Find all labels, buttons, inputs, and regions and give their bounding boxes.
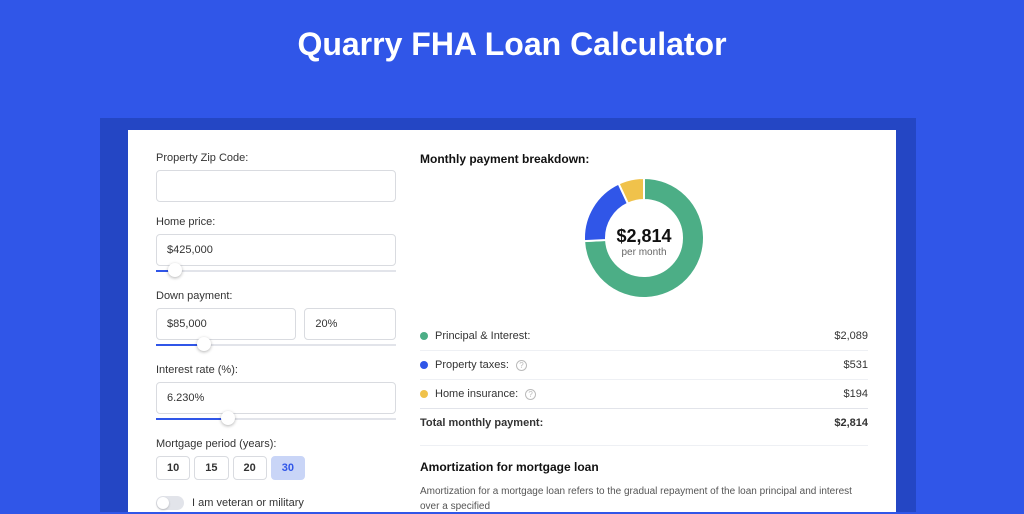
donut-sub: per month: [616, 247, 671, 258]
calculator-card: Property Zip Code: Home price: Down paym…: [128, 130, 896, 512]
period-label: Mortgage period (years):: [156, 438, 396, 450]
page-title: Quarry FHA Loan Calculator: [0, 0, 1024, 83]
home-price-input[interactable]: [156, 234, 396, 266]
down-payment-field: Down payment:: [156, 290, 396, 350]
period-option-10[interactable]: 10: [156, 456, 190, 480]
interest-label: Interest rate (%):: [156, 364, 396, 376]
interest-slider[interactable]: [156, 414, 396, 424]
down-payment-slider[interactable]: [156, 340, 396, 350]
legend-value: $2,089: [834, 330, 868, 342]
legend-label: Property taxes:: [435, 359, 509, 371]
donut-chart: $2,814 per month: [420, 178, 868, 306]
form-column: Property Zip Code: Home price: Down paym…: [156, 152, 396, 512]
veteran-toggle[interactable]: [156, 496, 184, 510]
veteran-label: I am veteran or military: [192, 497, 304, 509]
period-option-30[interactable]: 30: [271, 456, 305, 480]
veteran-row: I am veteran or military: [156, 496, 396, 510]
zip-field: Property Zip Code:: [156, 152, 396, 202]
amortization-text: Amortization for a mortgage loan refers …: [420, 484, 868, 514]
down-payment-pct-input[interactable]: [304, 308, 396, 340]
total-row: Total monthly payment: $2,814: [420, 408, 868, 437]
legend-label: Principal & Interest:: [435, 330, 530, 342]
interest-input[interactable]: [156, 382, 396, 414]
legend-value: $531: [844, 359, 868, 371]
legend-row: Principal & Interest: $2,089: [420, 322, 868, 350]
total-label: Total monthly payment:: [420, 417, 543, 429]
breakdown-column: Monthly payment breakdown: $2,814 per mo…: [420, 152, 868, 512]
down-payment-amount-input[interactable]: [156, 308, 296, 340]
total-value: $2,814: [834, 417, 868, 429]
period-option-20[interactable]: 20: [233, 456, 267, 480]
info-icon[interactable]: ?: [525, 389, 536, 400]
legend-label: Home insurance:: [435, 388, 518, 400]
interest-field: Interest rate (%):: [156, 364, 396, 424]
legend-dot: [420, 361, 428, 369]
period-field: Mortgage period (years): 10152030: [156, 438, 396, 480]
donut-center: $2,814 per month: [616, 226, 671, 258]
amortization-title: Amortization for mortgage loan: [420, 460, 868, 474]
legend-row: Property taxes:? $531: [420, 350, 868, 379]
amortization-section: Amortization for mortgage loan Amortizat…: [420, 445, 868, 514]
zip-input[interactable]: [156, 170, 396, 202]
info-icon[interactable]: ?: [516, 360, 527, 371]
donut-amount: $2,814: [616, 226, 671, 247]
legend-row: Home insurance:? $194: [420, 379, 868, 408]
legend-dot: [420, 390, 428, 398]
period-option-15[interactable]: 15: [194, 456, 228, 480]
home-price-label: Home price:: [156, 216, 396, 228]
legend-value: $194: [844, 388, 868, 400]
home-price-slider[interactable]: [156, 266, 396, 276]
zip-label: Property Zip Code:: [156, 152, 396, 164]
legend-dot: [420, 332, 428, 340]
down-payment-label: Down payment:: [156, 290, 396, 302]
home-price-field: Home price:: [156, 216, 396, 276]
breakdown-title: Monthly payment breakdown:: [420, 152, 868, 166]
